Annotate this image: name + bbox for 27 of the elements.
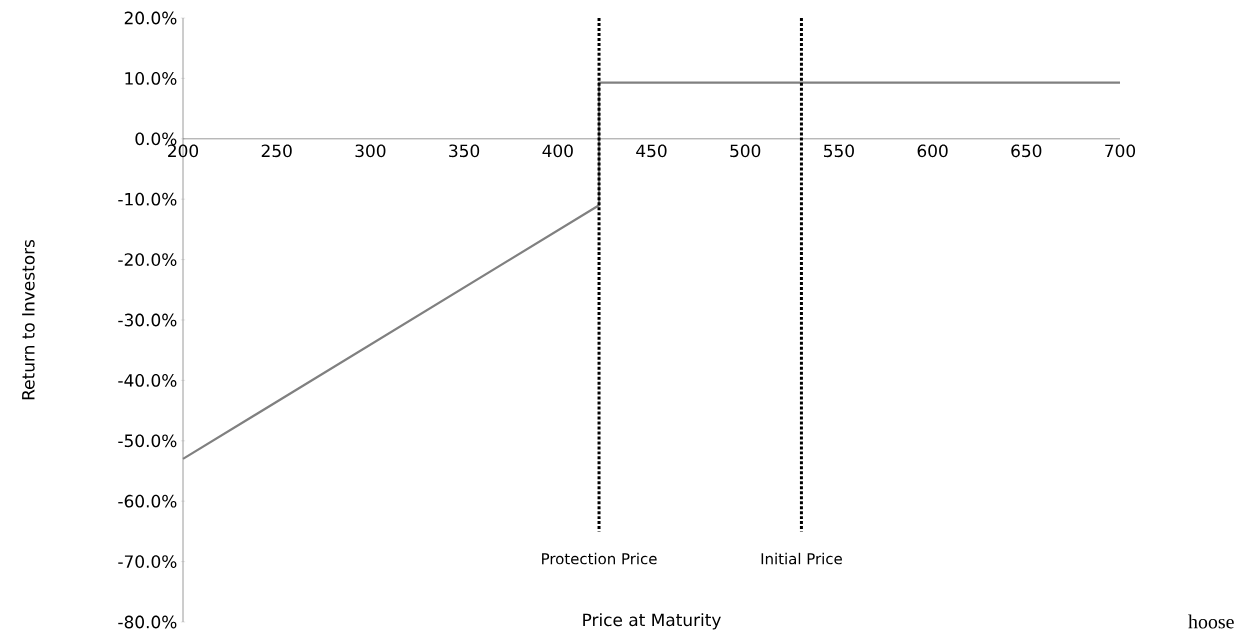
x-tick-label: 350 — [449, 144, 480, 158]
x-tick-label: 600 — [917, 144, 948, 158]
x-tick-label: 550 — [824, 144, 854, 158]
text: hoose — [1188, 614, 1234, 629]
x-tick-label: 450 — [636, 144, 667, 158]
x-axis-title: Price at Maturity — [583, 613, 721, 630]
y-tick-label: 0.0% — [135, 132, 177, 146]
x-tick-label: 500 — [730, 144, 761, 158]
y-tick-label: -10.0% — [118, 192, 177, 206]
y-tick-label: -50.0% — [118, 434, 177, 448]
y-tick-label: 10.0% — [125, 71, 177, 85]
y-tick-label: 20.0% — [124, 11, 177, 25]
y-tick-label: -60.0% — [118, 494, 177, 508]
x-tick-label: 650 — [1011, 144, 1042, 158]
y-tick-label: -30.0% — [118, 313, 177, 327]
x-tick-label: 400 — [542, 144, 573, 158]
y-tick-label: -40.0% — [118, 373, 177, 387]
y-tick-label: -70.0% — [118, 555, 177, 568]
ref-line-label: Initial Price — [761, 552, 842, 565]
y-tick-label: -20.0% — [118, 253, 177, 266]
y-axis-title: Return to Investors — [22, 239, 35, 400]
x-tick-label: 200 — [168, 144, 199, 158]
ref-line-label: Protection Price — [542, 552, 657, 565]
x-tick-label: 300 — [355, 144, 386, 158]
y-tick-label: -80.0% — [118, 615, 177, 629]
x-tick-label: 700 — [1105, 144, 1136, 158]
x-tick-label: 250 — [261, 144, 292, 158]
